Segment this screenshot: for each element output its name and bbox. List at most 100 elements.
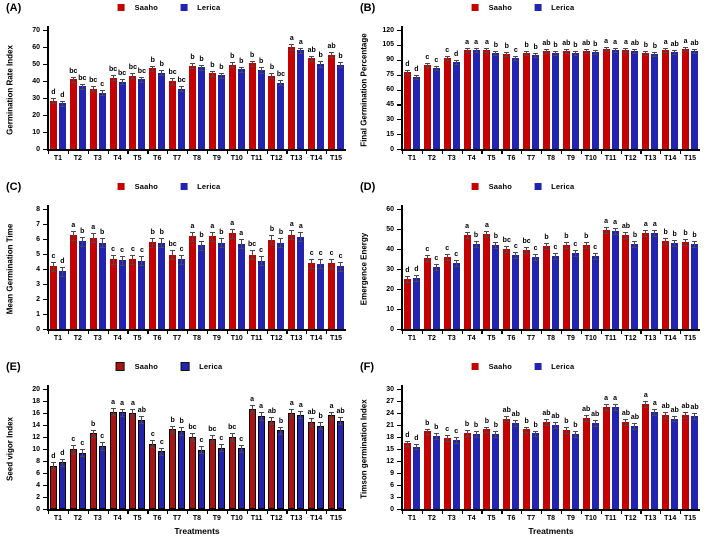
error-bar-cap-top (298, 47, 304, 49)
error-bar-line (132, 254, 134, 264)
bar-saaho-t12 (622, 421, 630, 509)
error-bar-line (645, 401, 647, 407)
sig-letter-saaho-t4: a (465, 38, 469, 46)
error-bar-cap-top (453, 437, 459, 438)
y-tick-label: 3 (36, 280, 40, 288)
error-bar-cap-top (179, 427, 185, 429)
error-bar-cap-top (453, 59, 459, 61)
sig-letter-lerica-t6: c (159, 438, 164, 446)
x-tick-label: T9 (212, 515, 221, 522)
y-tick-mark (397, 229, 401, 231)
error-bar-cap-top (583, 48, 589, 50)
error-bar-cap-top (473, 431, 479, 433)
bar-lerica-t13 (651, 233, 659, 329)
error-bar-cap-bottom (513, 425, 519, 427)
x-tick-label: T10 (230, 515, 243, 522)
sig-letter-lerica-t11: a (259, 403, 264, 411)
y-tick-label: 15 (386, 130, 394, 138)
y-tick-mark (397, 289, 401, 291)
bar-saaho-t7 (523, 429, 531, 509)
error-bar-line (625, 419, 627, 425)
error-bar-line (331, 52, 333, 58)
error-bar-cap-bottom (229, 440, 235, 442)
bar-lerica-t14 (671, 418, 679, 509)
y-tick-label: 20 (386, 285, 394, 293)
error-bar-line (132, 73, 134, 79)
x-tick-mark (660, 330, 662, 334)
y-tick-mark (43, 224, 47, 226)
bar-saaho-t6 (149, 68, 157, 149)
x-tick-mark (521, 150, 523, 154)
bar-saaho-t9 (562, 430, 570, 509)
error-bar-line (260, 256, 262, 266)
bar-saaho-t6 (503, 249, 511, 329)
sig-letter-lerica-t4: b (473, 232, 479, 239)
error-bar-line (515, 420, 517, 426)
sig-letter-lerica-t10: c (239, 435, 244, 443)
error-bar-cap-top (404, 69, 410, 71)
error-bar-line (426, 428, 428, 435)
error-bar-cap-bottom (238, 248, 244, 249)
sig-letter-lerica-t12: ab (630, 39, 640, 47)
error-bar-cap-bottom (119, 84, 125, 86)
error-bar-line (271, 417, 273, 425)
x-tick-mark (246, 510, 248, 514)
error-bar-cap-top (592, 253, 598, 254)
error-bar-cap-bottom (433, 438, 439, 440)
x-tick-label: T15 (330, 335, 343, 342)
x-tick-label: T13 (644, 335, 657, 342)
x-tick-label: T7 (173, 515, 182, 522)
bar-lerica-t8 (552, 425, 559, 509)
x-tick-label: T9 (212, 335, 221, 342)
error-bar-cap-bottom (90, 91, 96, 93)
error-bar-cap-bottom (199, 249, 204, 251)
sig-letter-saaho-t4: a (465, 223, 469, 230)
error-bar-line (495, 50, 497, 55)
error-bar-cap-bottom (433, 270, 439, 271)
error-bar-line (61, 266, 63, 276)
error-bar-cap-bottom (692, 247, 698, 248)
x-tick-label: T4 (113, 155, 122, 162)
x-tick-label: T2 (427, 515, 436, 522)
sig-letter-lerica-t11: a (613, 219, 618, 226)
error-bar-cap-bottom (663, 51, 669, 53)
error-bar-line (446, 55, 448, 60)
x-tick-label: T13 (644, 155, 657, 162)
error-bar-cap-bottom (413, 449, 419, 451)
sig-letter-lerica-t10: b (239, 57, 244, 65)
panel-letter: (F) (360, 361, 375, 373)
bar-lerica-t13 (297, 236, 305, 329)
error-bar-cap-top (298, 232, 304, 234)
bar-saaho-t3 (89, 88, 97, 149)
panel-e-seed-vigor-index: (E) Saaho Lerica Seed vigor Index 0 2 4 6 8 10 12 1… (0, 359, 354, 539)
error-bar-cap-top (338, 261, 344, 263)
legend: Saaho Lerica (117, 3, 237, 12)
error-bar-cap-top (504, 51, 510, 53)
error-bar-line (625, 47, 627, 52)
x-tick-label: T2 (73, 155, 82, 162)
error-bar-cap-top (632, 48, 638, 50)
error-bar-line (291, 409, 293, 417)
y-tick-label: 27 (386, 397, 394, 405)
sig-letter-lerica-t7: bc (177, 77, 186, 85)
bar-saaho-t7 (169, 81, 177, 149)
error-bar-line (61, 100, 63, 106)
error-bar-cap-top (683, 239, 689, 240)
error-bar-cap-top (209, 231, 215, 233)
sig-letter-saaho-t14: c (309, 249, 314, 257)
bar-lerica-t6 (158, 72, 166, 149)
error-bar-cap-top (533, 430, 539, 432)
y-tick-label: 6 (390, 481, 394, 489)
error-bar-cap-bottom (150, 70, 156, 72)
error-bar-cap-top (513, 420, 519, 422)
bar-saaho-t7 (169, 254, 177, 329)
sig-letter-saaho-t4: bc (108, 66, 118, 74)
legend-label-lerica: Lerica (551, 182, 575, 191)
sig-letter-lerica-t13: a (652, 400, 657, 407)
error-bar-cap-top (139, 416, 145, 417)
error-bar-cap-top (413, 74, 419, 76)
error-bar-cap-bottom (258, 419, 264, 421)
error-bar-line (466, 430, 468, 436)
x-tick-mark (147, 150, 149, 154)
error-bar-line (455, 437, 457, 443)
